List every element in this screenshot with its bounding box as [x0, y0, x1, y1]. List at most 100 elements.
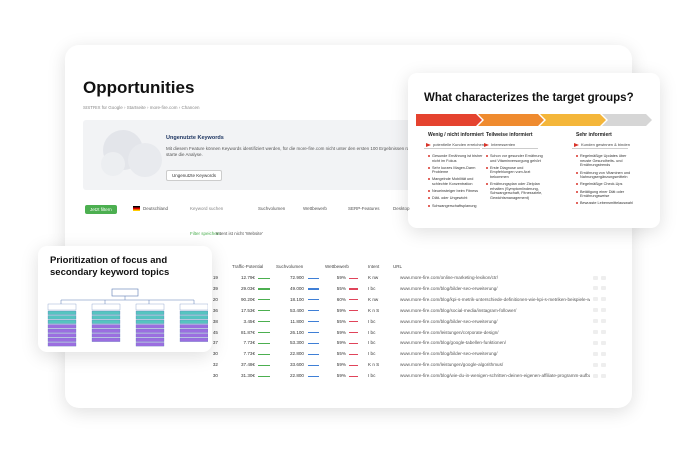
bullet-dot — [486, 183, 488, 185]
traffic-bar — [258, 321, 270, 323]
row-rank: 37 — [212, 340, 218, 346]
traffic-bar — [258, 353, 270, 355]
search-volume: 22.800 — [289, 351, 304, 357]
row-rank: 45 — [212, 329, 218, 335]
search-volume: 22.800 — [289, 373, 304, 379]
traffic-potential: 29.03€ — [240, 285, 255, 291]
keyword-tree — [47, 288, 208, 347]
stage-bullet: Mangelnde Mobilität und schlechte Konzen… — [432, 177, 474, 186]
row-action[interactable] — [593, 319, 598, 324]
stage-subtitle: Interessenten — [491, 142, 516, 147]
priority-title: Prioritization of focus and secondary ke… — [50, 255, 170, 278]
url[interactable]: www.more-fire.com/leistungen/google-algo… — [400, 362, 504, 368]
bullet-dot — [428, 204, 430, 207]
stage-subtitle: Kunden gewinnen & binden — [581, 142, 630, 147]
tree-node — [47, 324, 77, 329]
tree-node — [47, 337, 77, 342]
breadcrumb[interactable]: SISTRIX für Google › Startseite › more-f… — [83, 105, 200, 110]
row-action[interactable] — [593, 362, 598, 367]
url[interactable]: www.more-fire.com/online-marketing-lexik… — [400, 275, 499, 280]
row-action[interactable] — [601, 308, 606, 313]
target-card — [408, 73, 660, 228]
volume-bar — [308, 299, 319, 301]
row-action[interactable] — [593, 373, 598, 378]
tree-node — [91, 324, 121, 329]
competition-bar — [349, 299, 358, 301]
traffic-bar — [258, 332, 270, 334]
competition-bar — [349, 375, 358, 377]
stage-arrow — [484, 143, 489, 147]
filter-button[interactable]: Jetzt filtern — [85, 205, 117, 214]
tree-node — [91, 303, 121, 311]
tree-node — [91, 333, 121, 338]
filter-dropdown[interactable]: Desktop — [393, 206, 410, 211]
stage-bullet: Erste Diagnose und Empfehlungen vom Arzt… — [490, 165, 531, 179]
competition: 55% — [336, 285, 346, 291]
country-select[interactable]: Deutschland — [143, 206, 169, 211]
tree-node — [47, 328, 77, 333]
url[interactable]: www.more-fire.com/blog/social-media/inst… — [400, 307, 517, 313]
intent: K n S — [368, 307, 380, 313]
row-action[interactable] — [601, 351, 606, 356]
stage-arrow — [574, 143, 579, 147]
filter-dropdown[interactable]: Wettbewerb — [303, 206, 327, 211]
url[interactable]: www.more-fire.com/blog/bilder-seo-erweit… — [400, 318, 498, 324]
intent: I bc — [368, 329, 376, 335]
traffic-potential: 7.73€ — [243, 351, 256, 357]
url[interactable]: www.more-fire.com/blog/bilder-seo-erweit… — [400, 285, 498, 291]
volume-bar — [308, 288, 319, 290]
row-action[interactable] — [593, 275, 598, 280]
intent: I bc — [368, 373, 376, 379]
column-header[interactable]: URL — [393, 264, 403, 269]
row-action[interactable] — [601, 330, 606, 334]
bullet-dot — [428, 155, 430, 157]
url[interactable]: www.more-fire.com/leistungen/corporate-d… — [400, 329, 499, 335]
tree-node — [179, 310, 208, 315]
row-action[interactable] — [593, 286, 598, 291]
traffic-bar — [258, 364, 270, 366]
row-action[interactable] — [601, 362, 606, 367]
competition-bar — [349, 332, 358, 334]
row-action[interactable] — [601, 373, 606, 378]
filter-save[interactable]: Filter speichern — [190, 231, 221, 236]
filter-dropdown[interactable]: SERP-Features — [348, 206, 380, 211]
stage-arrow — [426, 143, 431, 147]
row-action[interactable] — [601, 319, 606, 324]
tree-node — [179, 337, 208, 342]
stage-banner — [416, 114, 652, 126]
row-action[interactable] — [601, 275, 606, 280]
row-rank: 36 — [212, 307, 218, 313]
row-action[interactable] — [601, 297, 606, 302]
tree-node — [135, 333, 165, 338]
url[interactable]: www.more-fire.com/blog/wie-du-in-wenigen… — [400, 373, 590, 379]
row-action[interactable] — [593, 340, 598, 345]
column-header[interactable]: Suchvolumen — [276, 264, 304, 269]
volume-bar — [308, 353, 319, 355]
column-header[interactable]: Intent — [368, 264, 380, 269]
filter-dropdown[interactable]: Suchvolumen — [258, 206, 286, 211]
url[interactable]: www.more-fire.com/blog/kpi-s-metrik-unte… — [400, 296, 590, 302]
row-action[interactable] — [593, 351, 598, 356]
promo-button[interactable]: Ungenutzte Keywords — [166, 170, 223, 181]
row-action[interactable] — [601, 340, 606, 345]
url[interactable]: www.more-fire.com/blog/google-tabellen-f… — [400, 340, 506, 346]
active-filter[interactable]: Intent ist nicht 'Website' — [216, 231, 263, 236]
traffic-bar — [258, 288, 270, 290]
tree-node — [179, 315, 208, 320]
column-header[interactable]: Traffic-Potential — [232, 264, 264, 269]
row-action[interactable] — [593, 330, 598, 334]
row-action[interactable] — [593, 308, 598, 313]
search-volume: 53.300 — [289, 340, 304, 346]
row-action[interactable] — [601, 286, 606, 291]
tree-node — [179, 319, 208, 324]
competition: 59% — [336, 275, 346, 280]
intent: I bc — [368, 285, 376, 291]
column-header[interactable]: Wettbewerb — [325, 264, 349, 269]
keyword-search[interactable]: Keyword suchen — [190, 206, 224, 211]
volume-bar — [308, 364, 319, 366]
row-action[interactable] — [593, 297, 598, 302]
bullet-dot — [428, 189, 430, 192]
stage-bullet: Betätigung einer Diät oder Ernährungswei… — [580, 189, 625, 199]
tree-node — [135, 337, 165, 342]
url[interactable]: www.more-fire.com/blog/bilder-seo-erweit… — [400, 351, 498, 357]
